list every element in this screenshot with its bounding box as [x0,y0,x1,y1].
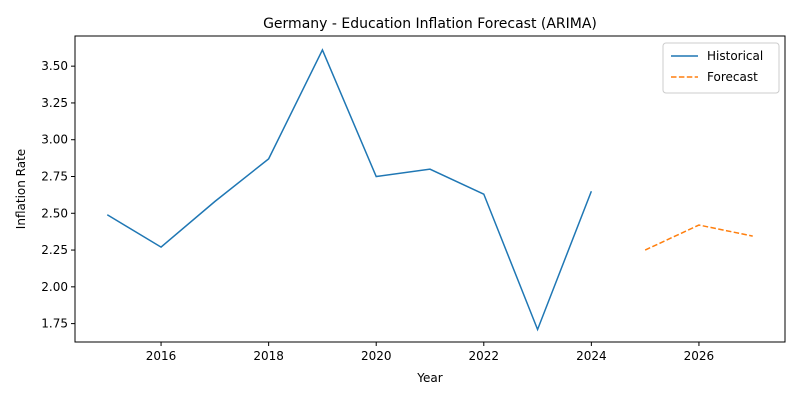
x-tick-label: 2020 [361,349,392,363]
y-tick-label: 1.75 [41,317,68,331]
x-axis-label: Year [416,371,442,385]
x-tick-label: 2026 [684,349,715,363]
y-tick-label: 2.25 [41,243,68,257]
series-line-historical [106,48,593,332]
chart-title: Germany - Education Inflation Forecast (… [263,16,597,32]
y-axis-label: Inflation Rate [14,149,28,229]
y-tick-label: 3.50 [41,59,68,73]
y-axis-ticks: 1.75 2.00 2.25 2.50 2.75 3.00 3.25 3.50 [41,59,75,331]
y-tick-label: 2.50 [41,206,68,220]
x-tick-label: 2018 [253,349,284,363]
x-axis-ticks: 2016 2018 2020 2022 2024 2026 [146,342,714,363]
plot-frame [74,35,786,343]
y-tick-label: 3.25 [41,96,68,110]
x-tick-label: 2022 [469,349,500,363]
x-tick-label: 2016 [146,349,177,363]
y-tick-label: 3.00 [41,133,68,147]
y-tick-label: 2.00 [41,280,68,294]
legend: Historical Forecast [662,42,780,94]
x-tick-label: 2024 [576,349,607,363]
y-tick-label: 2.75 [41,169,68,183]
plot-lines [106,48,753,332]
series-line-forecast [644,224,753,251]
legend-label: Historical [707,49,763,63]
legend-label: Forecast [707,70,758,84]
